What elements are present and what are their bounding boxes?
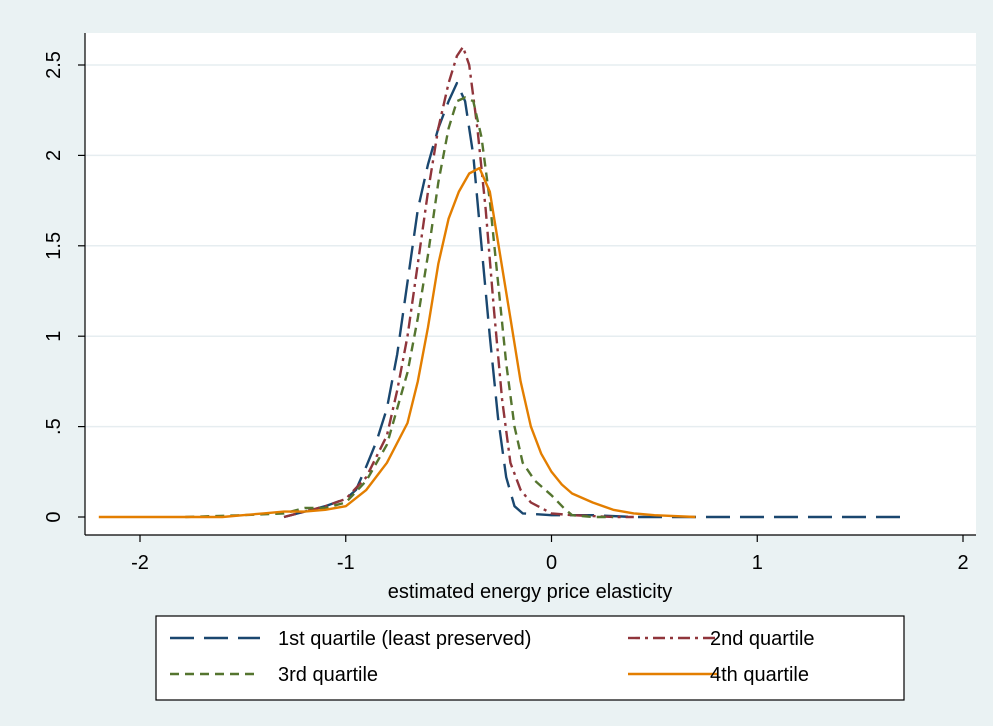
series-line-1 — [283, 81, 908, 519]
y-tick-label-5: 2.5 — [43, 51, 65, 79]
x-axis-title: estimated energy price elasticity — [388, 581, 673, 603]
y-tick-label-4: 2 — [43, 150, 65, 161]
y-tick-label-0: 0 — [43, 511, 65, 522]
x-tick-label-2: 0 — [546, 552, 557, 574]
legend-label-2: 2nd quartile — [710, 628, 815, 650]
plot-area — [85, 33, 976, 535]
x-tick-label-4: 2 — [957, 552, 968, 574]
legend-box — [155, 615, 905, 701]
x-tick-label-0: -2 — [131, 552, 149, 574]
legend-label-4: 4th quartile — [710, 664, 809, 686]
legend: 1st quartile (least preserved) 2nd quarti… — [155, 615, 905, 701]
x-tick-label-3: 1 — [752, 552, 763, 574]
y-tick-label-2: 1 — [43, 331, 65, 342]
x-tick-label-1: -1 — [337, 552, 355, 574]
series-line-3 — [185, 96, 614, 519]
legend-items: 1st quartile (least preserved) 2nd quarti… — [170, 628, 815, 686]
y-tick-label-1: .5 — [43, 418, 65, 435]
series-line-2 — [283, 45, 634, 519]
legend-label-1: 1st quartile (least preserved) — [278, 628, 531, 650]
series-lines — [98, 45, 908, 519]
series-line-4 — [98, 166, 696, 519]
y-tick-label-3: 1.5 — [43, 232, 65, 260]
grid-lines — [85, 64, 976, 428]
legend-label-3: 3rd quartile — [278, 664, 378, 686]
axes: 0 .5 1 1.5 2 2.5 -2 -1 0 1 2 — [43, 33, 976, 574]
